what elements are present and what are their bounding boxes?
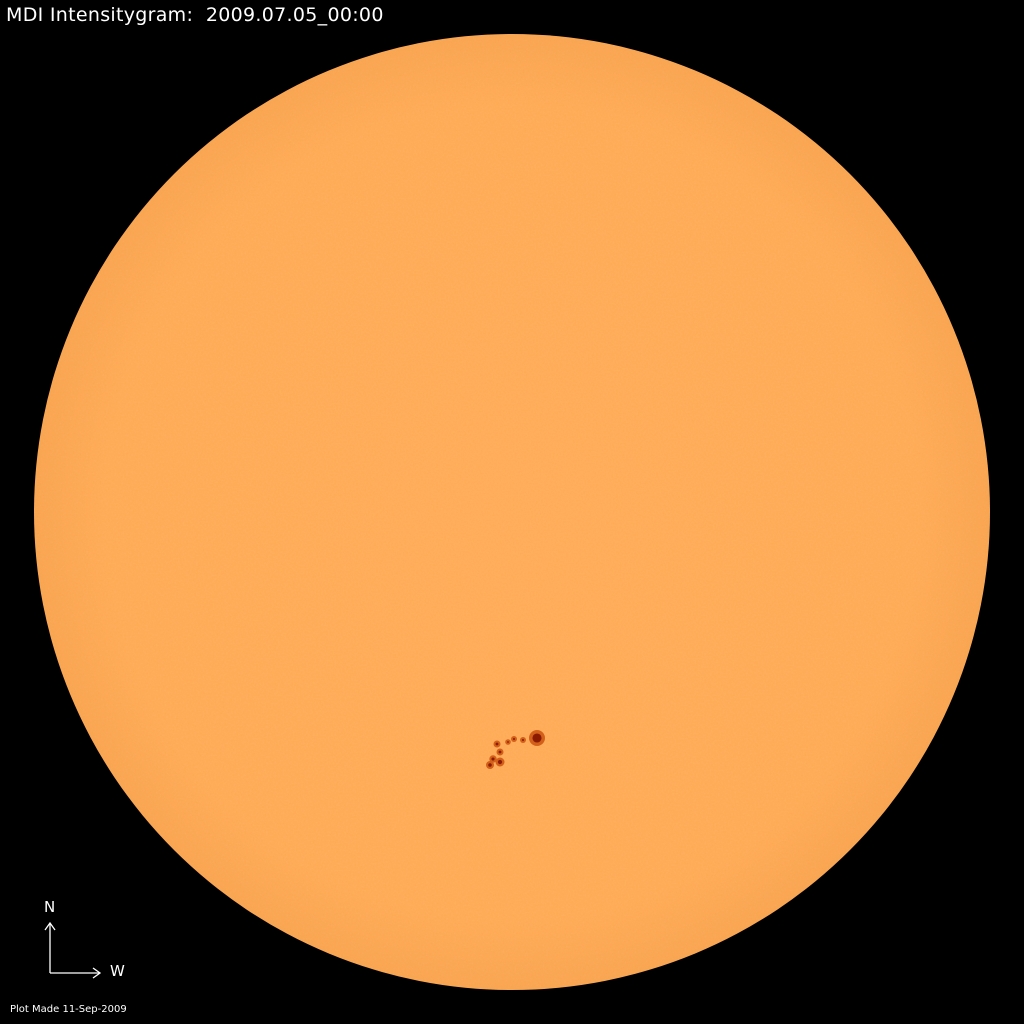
sunspot-umbra <box>495 742 499 746</box>
sunspot-umbra <box>491 757 495 761</box>
west-arrowhead <box>92 967 102 979</box>
west-label: W <box>110 962 125 980</box>
sunspot-umbra <box>521 738 525 742</box>
sunspot-umbra <box>488 763 492 767</box>
sunspot-umbra <box>498 750 502 754</box>
sunspot-umbra <box>497 759 503 765</box>
plot-made-date: Plot Made 11-Sep-2009 <box>10 1004 127 1015</box>
sunspot-umbra <box>507 741 509 743</box>
north-arrowhead <box>44 921 56 931</box>
plot-title: MDI Intensitygram: 2009.07.05_00:00 <box>6 4 384 26</box>
orientation-arrows <box>44 921 102 979</box>
sunspot-umbra <box>512 737 516 741</box>
granulation-texture <box>34 34 990 990</box>
north-label: N <box>44 898 56 916</box>
sunspot-group <box>486 730 545 769</box>
sunspot-umbra <box>532 733 542 743</box>
